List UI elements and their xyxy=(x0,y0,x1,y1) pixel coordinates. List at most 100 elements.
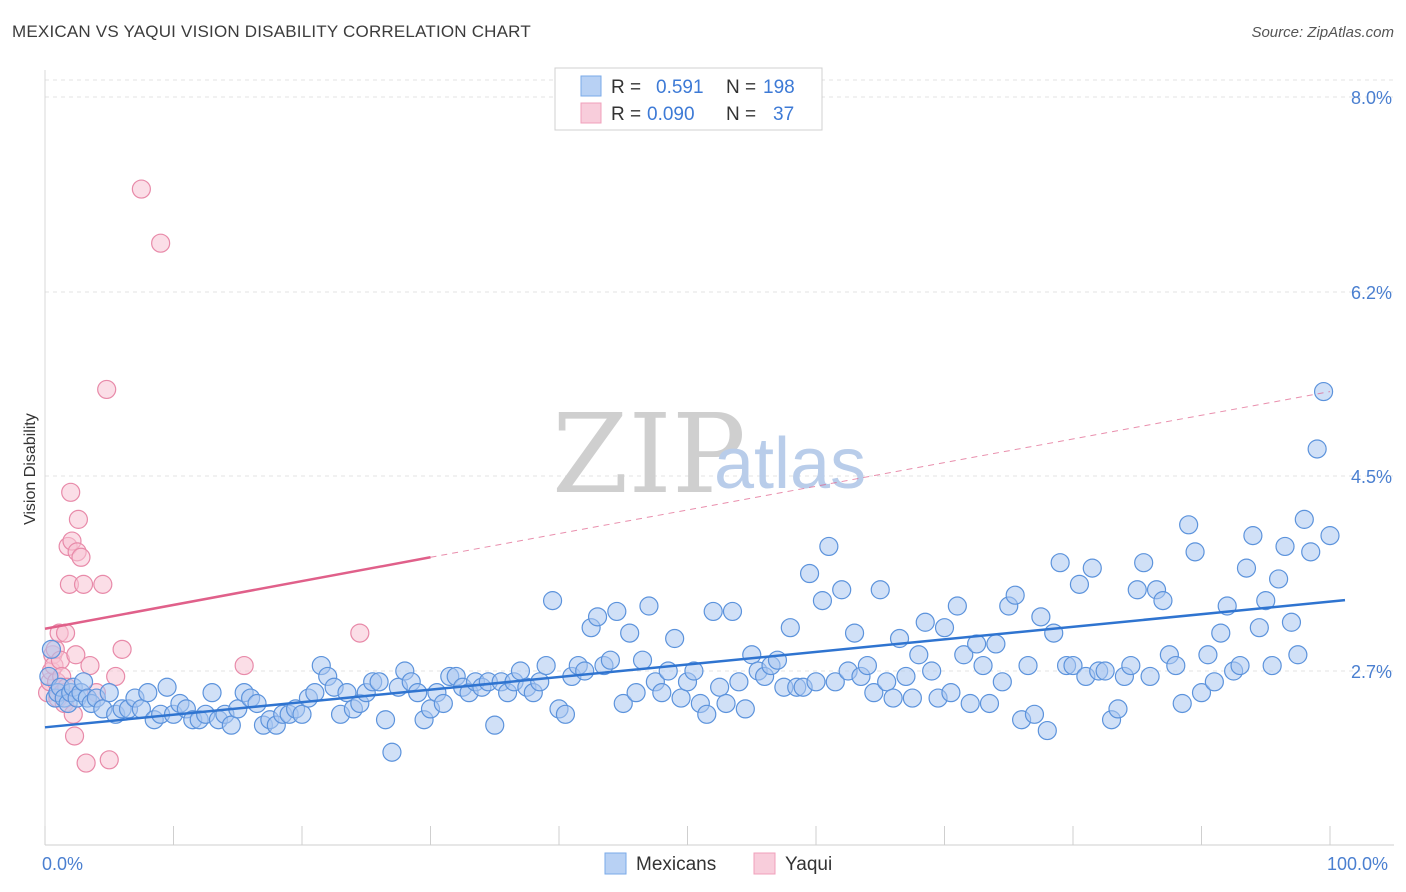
legend-swatch-mexicans xyxy=(580,75,602,97)
mexicans-trendline xyxy=(44,598,1346,729)
mexicans-point xyxy=(844,623,865,643)
mexicans-point xyxy=(729,672,749,692)
legend-n-value: 37 xyxy=(773,104,794,125)
legend: R = 0.591 N = 198 R = 0.090 N = 37 xyxy=(554,67,823,131)
yaqui-point xyxy=(99,750,119,770)
mexicans-point xyxy=(1249,618,1269,638)
y-tick-label: 8.0% xyxy=(1351,88,1392,108)
yaqui-point xyxy=(71,547,91,567)
mexicans-point xyxy=(947,596,967,616)
bottom-legend-swatch-yaqui xyxy=(753,852,776,875)
mexicans-point xyxy=(1236,558,1257,578)
mexicans-point xyxy=(922,661,942,681)
mexicans-point xyxy=(1018,655,1038,676)
mexicans-point xyxy=(555,704,576,724)
mexicans-point xyxy=(157,677,177,697)
mexicans-point xyxy=(1281,612,1302,632)
mexicans-point xyxy=(1024,704,1045,724)
mexicans-point xyxy=(735,699,755,719)
mexicans-point xyxy=(626,683,646,703)
mexicans-point xyxy=(1179,515,1199,535)
legend-r-label: R = xyxy=(611,104,641,125)
x-tick-label-max: 100.0% xyxy=(1327,854,1388,874)
mexicans-point xyxy=(485,715,505,735)
mexicans-point xyxy=(1313,381,1334,402)
mexicans-point xyxy=(722,601,743,622)
mexicans-point xyxy=(1288,645,1308,665)
legend-r-label: R = xyxy=(611,77,641,98)
yaqui-point xyxy=(80,655,100,676)
mexicans-point xyxy=(1256,591,1276,611)
mexicans-point xyxy=(1153,591,1173,611)
mexicans-point xyxy=(960,693,980,714)
mexicans-point xyxy=(1121,655,1141,676)
bottom-legend-label-mexicans: Mexicans xyxy=(636,854,716,875)
mexicans-point xyxy=(825,672,845,692)
mexicans-point xyxy=(934,618,955,638)
yaqui-point xyxy=(97,379,117,400)
mexicans-point xyxy=(600,650,621,670)
legend-n-value: 198 xyxy=(763,77,795,98)
x-tick-label-min: 0.0% xyxy=(42,854,83,874)
mexicans-point xyxy=(1204,672,1224,692)
mexicans-point xyxy=(710,677,730,697)
mexicans-point xyxy=(530,672,550,692)
mexicans-point xyxy=(1185,542,1205,562)
bottom-legend: Mexicans Yaqui xyxy=(604,852,832,875)
mexicans-point xyxy=(375,710,396,730)
mexicans-point xyxy=(967,634,987,654)
yaqui-point xyxy=(61,482,81,502)
mexicans-point xyxy=(909,645,929,665)
mexicans-point xyxy=(632,650,653,670)
mexicans-point xyxy=(292,704,312,724)
mexicans-point xyxy=(684,661,704,681)
mexicans-point xyxy=(1191,683,1212,703)
mexicans-point xyxy=(138,683,158,703)
mexicans-point xyxy=(1134,553,1154,573)
legend-r-value: 0.591 xyxy=(656,77,704,98)
mexicans-point xyxy=(697,704,717,724)
mexicans-point xyxy=(1198,645,1218,665)
mexicans-point xyxy=(973,655,993,676)
legend-n-label: N = xyxy=(726,104,756,125)
mexicans-point xyxy=(780,618,800,638)
chart-title: MEXICAN VS YAQUI VISION DISABILITY CORRE… xyxy=(12,22,531,41)
mexicans-point xyxy=(1243,526,1263,546)
yaqui-point xyxy=(112,639,132,659)
gridlines xyxy=(45,79,1394,672)
mexicans-point xyxy=(652,683,672,703)
mexicans-point xyxy=(665,628,685,649)
yaqui-point xyxy=(66,645,86,665)
mexicans-point xyxy=(382,742,402,762)
mexicans-point xyxy=(954,645,974,665)
mexicans-point xyxy=(1037,720,1057,741)
yaqui-point xyxy=(73,574,94,594)
yaqui-point xyxy=(76,753,96,773)
mexicans-point xyxy=(812,591,833,611)
mexicans-point xyxy=(1307,439,1327,459)
yaqui-point xyxy=(68,509,89,529)
yaqui-point xyxy=(93,574,113,594)
mexicans-point xyxy=(1127,580,1147,600)
mexicans-point xyxy=(941,683,961,703)
mexicans-point xyxy=(832,580,852,600)
mexicans-point xyxy=(979,693,1000,714)
mexicans-point xyxy=(883,688,903,708)
y-tick-label: 6.2% xyxy=(1351,283,1392,303)
mexicans-point xyxy=(202,683,222,703)
mexicans-point xyxy=(41,639,62,659)
mexicans-point xyxy=(986,634,1006,654)
x-axis-ticks xyxy=(44,826,1331,845)
mexicans-point xyxy=(587,607,608,627)
mexicans-point xyxy=(620,623,640,643)
mexicans-point xyxy=(369,672,389,692)
mexicans-point xyxy=(703,601,723,622)
mexicans-point xyxy=(806,672,826,692)
mexicans-point xyxy=(1095,661,1115,681)
mexicans-point xyxy=(799,563,820,584)
mexicans-point xyxy=(870,580,890,600)
mexicans-point xyxy=(1230,655,1250,676)
legend-n-label: N = xyxy=(726,77,756,98)
y-axis-title: Vision Disability xyxy=(22,413,39,525)
